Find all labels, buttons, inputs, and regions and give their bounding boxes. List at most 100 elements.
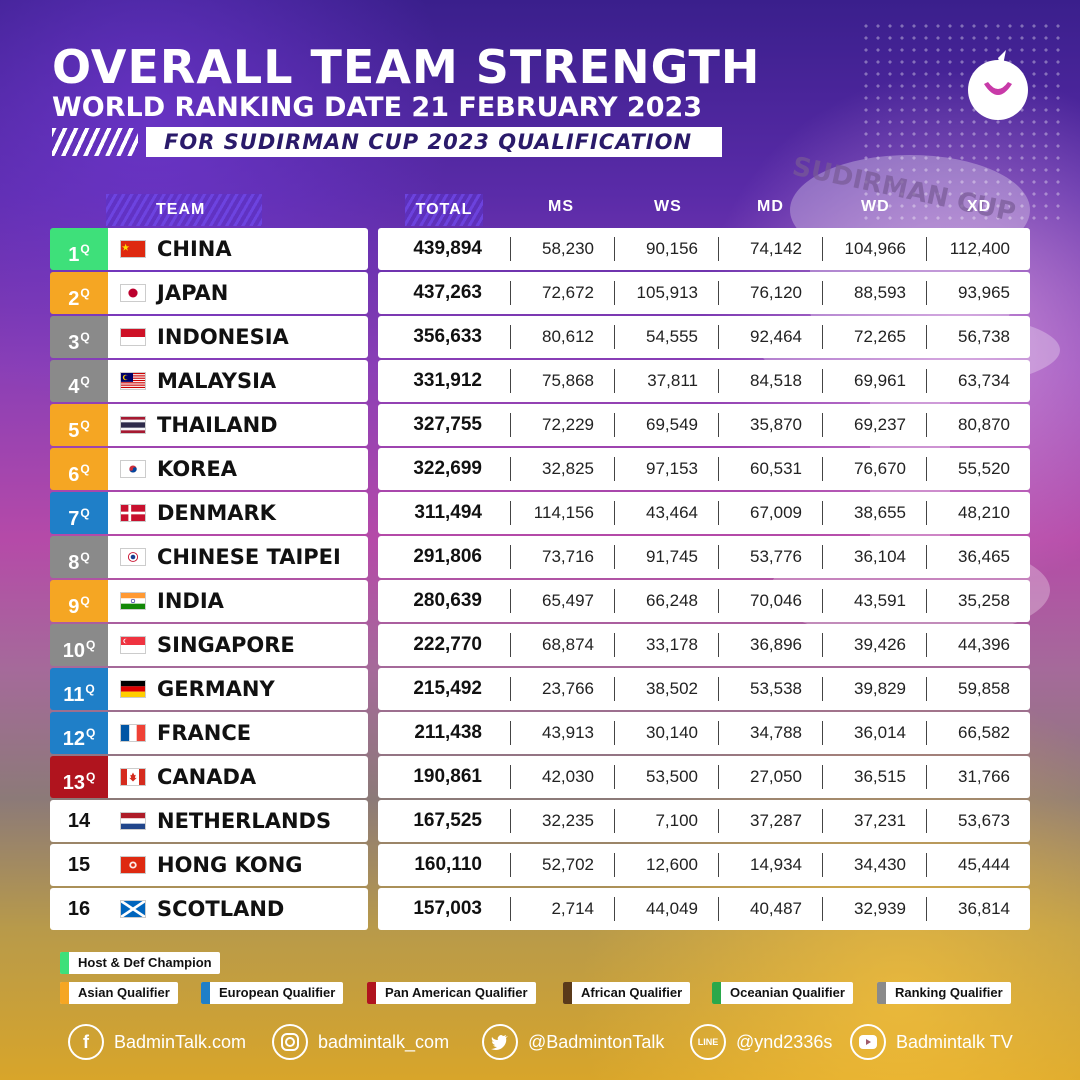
ws-points: 105,913: [636, 283, 698, 302]
team-name: CHINA: [157, 237, 232, 261]
points-cells: 439,894 58,230 90,156 74,142 104,966 112,400: [378, 228, 1030, 270]
column-divider: [718, 677, 719, 701]
column-divider: [822, 897, 823, 921]
column-divider: [822, 325, 823, 349]
md-points: 60,531: [750, 459, 802, 478]
column-divider: [822, 765, 823, 789]
rank-badge: 7Q: [50, 492, 108, 534]
qualified-marker: Q: [85, 726, 96, 740]
badmintalk-logo-icon: [968, 50, 1028, 120]
canada-flag-icon: [120, 768, 146, 786]
table-row: 6Q KOREA 322,699 32,825 97,153 60,531 76,670 55…: [0, 448, 1080, 490]
column-divider: [614, 237, 615, 261]
md-points: 14,934: [750, 855, 802, 874]
column-divider: [614, 809, 615, 833]
column-divider: [822, 545, 823, 569]
wd-points: 32,939: [854, 899, 906, 918]
wd-points: 69,237: [854, 415, 906, 434]
social-youtube[interactable]: Badmintalk TV: [850, 1024, 1040, 1060]
column-divider: [614, 897, 615, 921]
scotland-flag-icon: [120, 900, 146, 918]
team-cell: INDONESIA: [108, 316, 368, 358]
column-divider: [510, 325, 511, 349]
rank-badge: 6Q: [50, 448, 108, 490]
ms-points: 43,913: [542, 723, 594, 742]
qualified-marker: Q: [80, 286, 90, 300]
rank-number: 4: [68, 376, 80, 398]
team-name: CANADA: [157, 765, 257, 789]
wd-points: 88,593: [854, 283, 906, 302]
team-name: FRANCE: [157, 721, 252, 745]
md-points: 84,518: [750, 371, 802, 390]
facebook-icon: f: [68, 1024, 104, 1060]
column-divider: [926, 413, 927, 437]
column-header-xd: XD: [967, 198, 992, 215]
column-divider: [926, 853, 927, 877]
column-divider: [614, 457, 615, 481]
xd-points: 63,734: [958, 371, 1010, 390]
column-header-md: MD: [757, 198, 784, 215]
social-facebook[interactable]: f BadminTalk.com: [68, 1024, 268, 1060]
column-divider: [510, 677, 511, 701]
table-row: 1Q CHINA 439,894 58,230 90,156 74,142 104,966 1…: [0, 228, 1080, 270]
team-cell: MALAYSIA: [108, 360, 368, 402]
social-instagram[interactable]: badmintalk_com: [272, 1024, 472, 1060]
points-cells: 215,492 23,766 38,502 53,538 39,829 59,858: [378, 668, 1030, 710]
legend-host-label: Host & Def Champion: [78, 955, 212, 970]
wd-points: 36,104: [854, 547, 906, 566]
points-cells: 222,770 68,874 33,178 36,896 39,426 44,396: [378, 624, 1030, 666]
page-subtitle: WORLD RANKING DATE 21 FEBRUARY 2023: [52, 92, 703, 123]
column-divider: [926, 677, 927, 701]
social-line[interactable]: LINE @ynd2336s: [690, 1024, 850, 1060]
md-points: 35,870: [750, 415, 802, 434]
rank-badge: 10Q: [50, 624, 108, 666]
wd-points: 36,014: [854, 723, 906, 742]
xd-points: 36,814: [958, 899, 1010, 918]
germany-flag-icon: [120, 680, 146, 698]
wd-points: 39,426: [854, 635, 906, 654]
line-handle: @ynd2336s: [736, 1032, 833, 1052]
legend-pan-american: Pan American Qualifier: [367, 982, 536, 1004]
japan-flag-icon: [120, 284, 146, 302]
column-divider: [926, 721, 927, 745]
hong-kong-flag-icon: [120, 856, 146, 874]
wd-points: 76,670: [854, 459, 906, 478]
column-divider: [718, 237, 719, 261]
total-points: 437,263: [413, 282, 482, 303]
column-divider: [510, 589, 511, 613]
table-row: 2Q JAPAN 437,263 72,672 105,913 76,120 88,593 9…: [0, 272, 1080, 314]
qualified-marker: Q: [80, 330, 90, 344]
column-divider: [718, 501, 719, 525]
netherlands-flag-icon: [120, 812, 146, 830]
total-points: 311,494: [414, 502, 482, 523]
xd-points: 56,738: [958, 327, 1010, 346]
column-divider: [718, 589, 719, 613]
xd-points: 31,766: [958, 767, 1010, 786]
rank-badge: 15: [50, 844, 108, 886]
column-divider: [822, 501, 823, 525]
legend-swatch: [712, 982, 721, 1004]
legend-swatch: [367, 982, 376, 1004]
md-points: 27,050: [750, 767, 802, 786]
total-points: 327,755: [413, 414, 482, 435]
rank-number: 7: [68, 508, 80, 530]
social-twitter[interactable]: @BadmintonTalk: [482, 1024, 682, 1060]
table-row: 13Q CANADA 190,861 42,030 53,500 27,050 36,515…: [0, 756, 1080, 798]
wd-points: 43,591: [854, 591, 906, 610]
column-divider: [510, 721, 511, 745]
rank-badge: 8Q: [50, 536, 108, 578]
wd-points: 104,966: [844, 239, 906, 258]
rank-badge: 4Q: [50, 360, 108, 402]
column-divider: [718, 325, 719, 349]
legend-swatch: [877, 982, 886, 1004]
md-points: 53,538: [750, 679, 802, 698]
wd-points: 72,265: [854, 327, 906, 346]
points-cells: 311,494 114,156 43,464 67,009 38,655 48,210: [378, 492, 1030, 534]
table-row: 7Q DENMARK 311,494 114,156 43,464 67,009 38,65…: [0, 492, 1080, 534]
column-divider: [822, 853, 823, 877]
ws-points: 33,178: [646, 635, 698, 654]
xd-points: 44,396: [958, 635, 1010, 654]
ms-points: 73,716: [542, 547, 594, 566]
total-points: 222,770: [413, 634, 482, 655]
rank-number: 15: [67, 854, 91, 876]
